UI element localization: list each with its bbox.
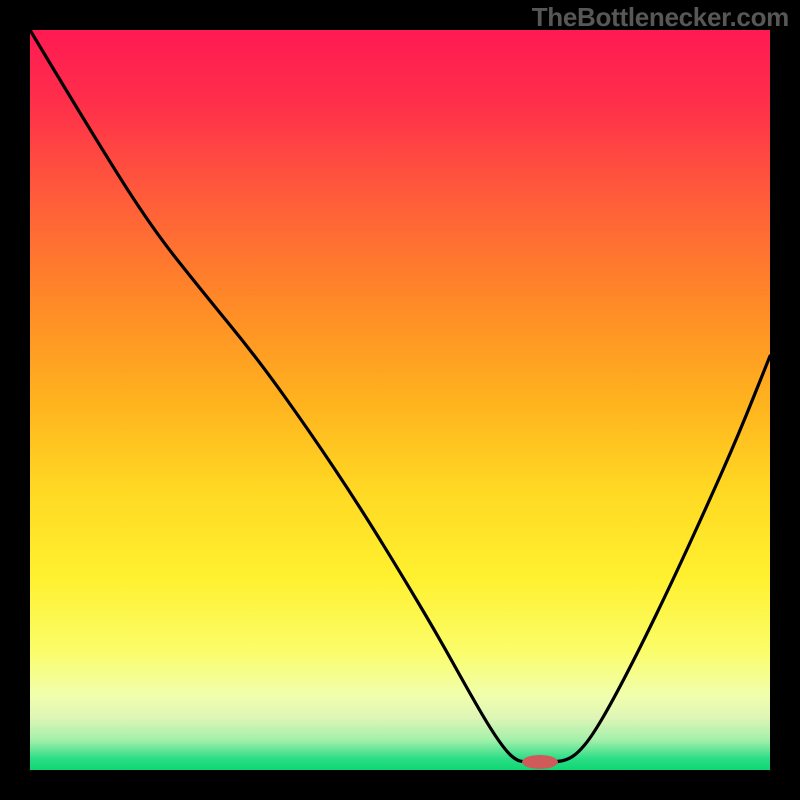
plot-frame <box>30 30 770 770</box>
watermark-text: TheBottlenecker.com <box>532 2 789 33</box>
